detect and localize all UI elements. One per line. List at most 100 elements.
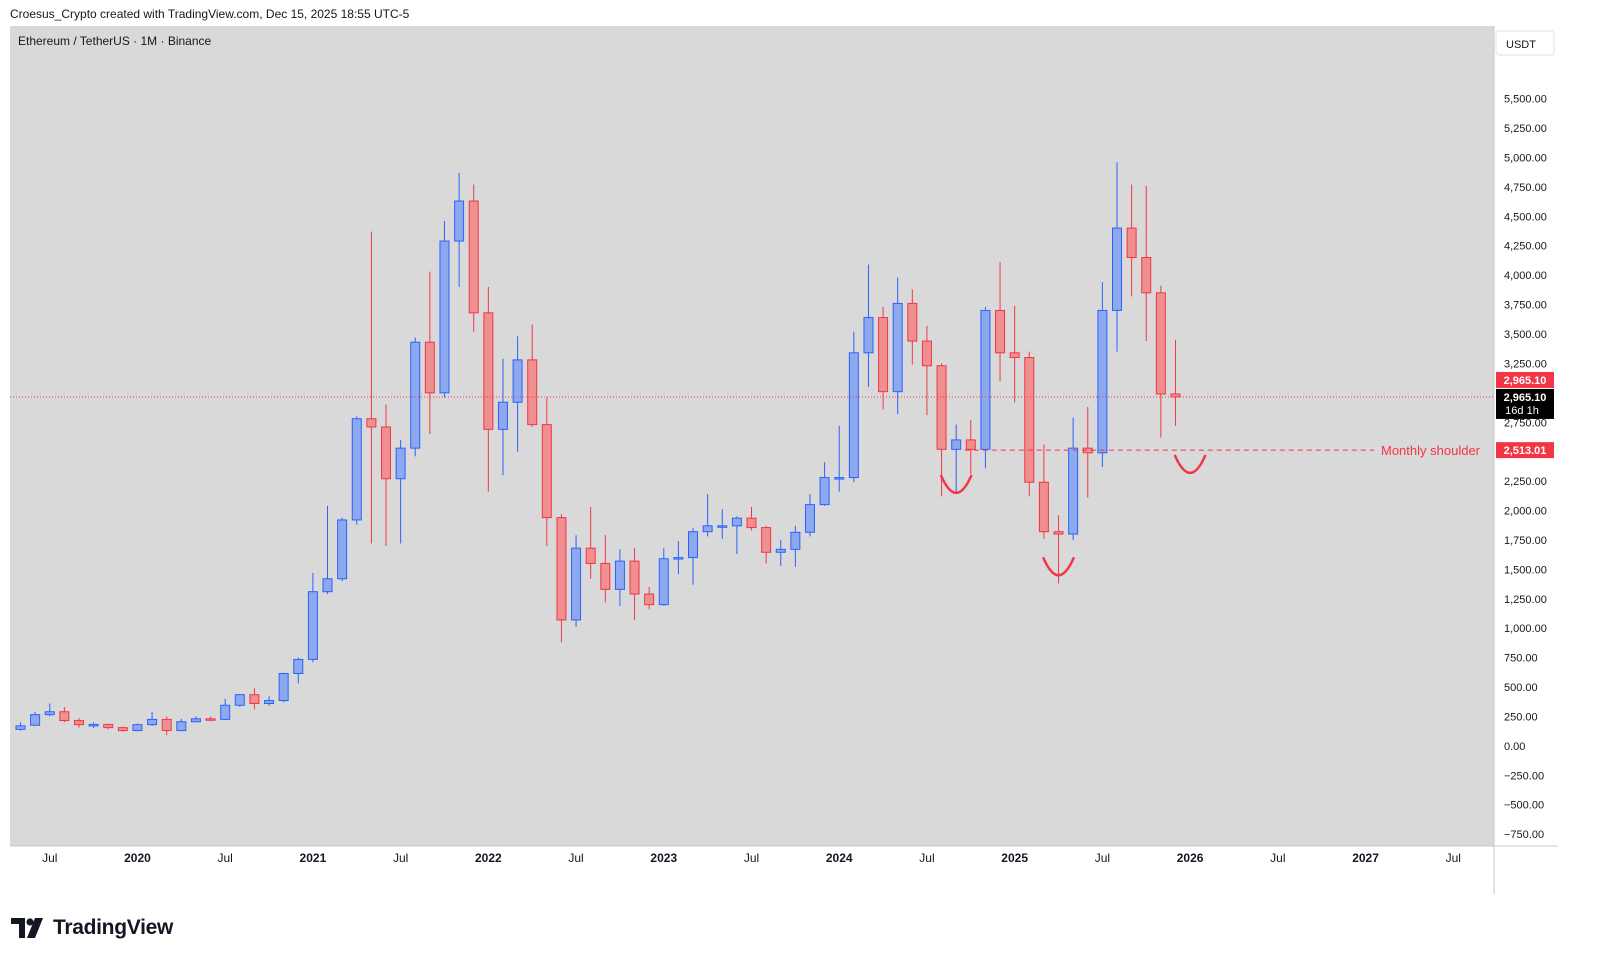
- y-tick-label: 3,750.00: [1504, 300, 1547, 312]
- candle-body: [424, 341, 435, 394]
- shoulder-price-label: 2,513.01: [1504, 445, 1547, 457]
- candle-body: [717, 525, 728, 528]
- candle-body: [395, 447, 406, 480]
- candle-body: [921, 340, 932, 367]
- x-tick-label: 2023: [650, 851, 677, 865]
- candle-body: [497, 401, 508, 430]
- candle-body: [629, 560, 640, 595]
- arc-annotation: [1173, 454, 1207, 475]
- candle-body: [1141, 257, 1152, 294]
- current-price-label: 2,965.10: [1504, 392, 1547, 404]
- candle-body: [337, 519, 348, 580]
- candle-body: [234, 694, 245, 706]
- y-tick-label: 2,750.00: [1504, 417, 1547, 429]
- candle-body: [1038, 481, 1049, 533]
- candle-body: [381, 426, 391, 480]
- candle-body: [30, 714, 41, 726]
- candle-body: [878, 317, 889, 393]
- candle-body: [746, 517, 757, 529]
- price-chart[interactable]: Ethereum / TetherUS · 1M · Binance USDT …: [10, 26, 1558, 894]
- plot-background: [10, 26, 1494, 846]
- candle-body: [556, 517, 567, 621]
- candle-body: [1097, 309, 1108, 454]
- x-tick-label: 2022: [475, 851, 502, 865]
- x-tick-label: Jul: [919, 851, 934, 865]
- candle-body: [995, 309, 1006, 354]
- y-tick-label: 4,500.00: [1504, 211, 1547, 223]
- candle-body: [936, 365, 947, 450]
- y-tick-label: 1,500.00: [1504, 564, 1547, 576]
- y-tick-label: 2,000.00: [1504, 506, 1547, 518]
- x-tick-label: Jul: [393, 851, 408, 865]
- candle-body: [1155, 292, 1166, 395]
- y-tick-label: −250.00: [1504, 770, 1544, 782]
- x-tick-label: Jul: [744, 851, 759, 865]
- candle-body: [15, 725, 26, 730]
- chart-title: Ethereum / TetherUS · 1M · Binance: [18, 34, 212, 48]
- candle-body: [541, 424, 552, 519]
- x-tick-label: 2021: [300, 851, 327, 865]
- y-tick-label: 3,250.00: [1504, 358, 1547, 370]
- y-tick-label: 5,250.00: [1504, 123, 1547, 135]
- candle-body: [249, 694, 260, 704]
- candle-body: [132, 724, 143, 732]
- candle-body: [454, 200, 465, 242]
- candle-body: [702, 525, 713, 533]
- candle-body: [1068, 447, 1079, 535]
- y-tick-label: 5,500.00: [1504, 94, 1547, 106]
- tradingview-logo[interactable]: TradingView: [11, 916, 173, 940]
- y-tick-label: 3,500.00: [1504, 329, 1547, 341]
- candle-body: [892, 302, 903, 393]
- candle-body: [848, 352, 859, 479]
- y-tick-label: 250.00: [1504, 711, 1538, 723]
- candle-body: [1009, 352, 1020, 359]
- x-tick-label: Jul: [42, 851, 57, 865]
- candle-body: [834, 477, 845, 480]
- y-tick-label: 1,000.00: [1504, 623, 1547, 635]
- candle-body: [205, 718, 216, 721]
- candle-body: [410, 341, 421, 449]
- x-tick-label: Jul: [1270, 851, 1285, 865]
- x-tick-label: Jul: [1095, 851, 1110, 865]
- candle-body: [220, 704, 231, 720]
- x-tick-label: 2026: [1177, 851, 1204, 865]
- candle-body: [88, 723, 99, 727]
- candle-body: [644, 593, 655, 606]
- candle-body: [571, 547, 582, 621]
- candle-body: [351, 418, 362, 521]
- candle-body: [673, 557, 684, 560]
- candle-body: [44, 711, 55, 716]
- y-tick-label: 4,000.00: [1504, 270, 1547, 282]
- candle-body: [103, 723, 114, 729]
- currency-button[interactable]: USDT: [1495, 30, 1555, 56]
- candle-body: [863, 317, 874, 354]
- candle-body: [1170, 393, 1181, 398]
- x-axis-labels: Jul 2020 Jul 2021 Jul 2022 Jul 2023 Jul 2024 Jul 20…: [42, 851, 1461, 865]
- candle-body: [512, 359, 523, 403]
- candle-body: [731, 517, 742, 527]
- candle-body: [1126, 227, 1137, 259]
- price-axis[interactable]: [1494, 26, 1558, 894]
- candle-body: [980, 309, 991, 450]
- candle-body: [278, 672, 289, 702]
- y-tick-label: 1,750.00: [1504, 535, 1547, 547]
- y-tick-label: −500.00: [1504, 800, 1544, 812]
- x-tick-label: Jul: [1446, 851, 1461, 865]
- candle-body: [59, 711, 70, 722]
- top-price-badge-label: 2,965.10: [1504, 375, 1547, 387]
- candle-body: [366, 418, 377, 428]
- y-tick-label: 4,250.00: [1504, 241, 1547, 253]
- y-tick-label: −750.00: [1504, 829, 1544, 841]
- candle-body: [1024, 357, 1035, 483]
- candle-body: [264, 700, 275, 704]
- candle-body: [775, 548, 786, 553]
- shoulder-price-badge: [1496, 442, 1554, 459]
- time-axis[interactable]: [10, 846, 1494, 894]
- countdown-label: 16d 1h: [1505, 405, 1539, 417]
- y-tick-label: 4,750.00: [1504, 182, 1547, 194]
- currency-button-label: USDT: [1506, 39, 1536, 51]
- candle-body: [600, 562, 611, 590]
- candle-body: [176, 721, 187, 732]
- candle-body: [1112, 227, 1122, 311]
